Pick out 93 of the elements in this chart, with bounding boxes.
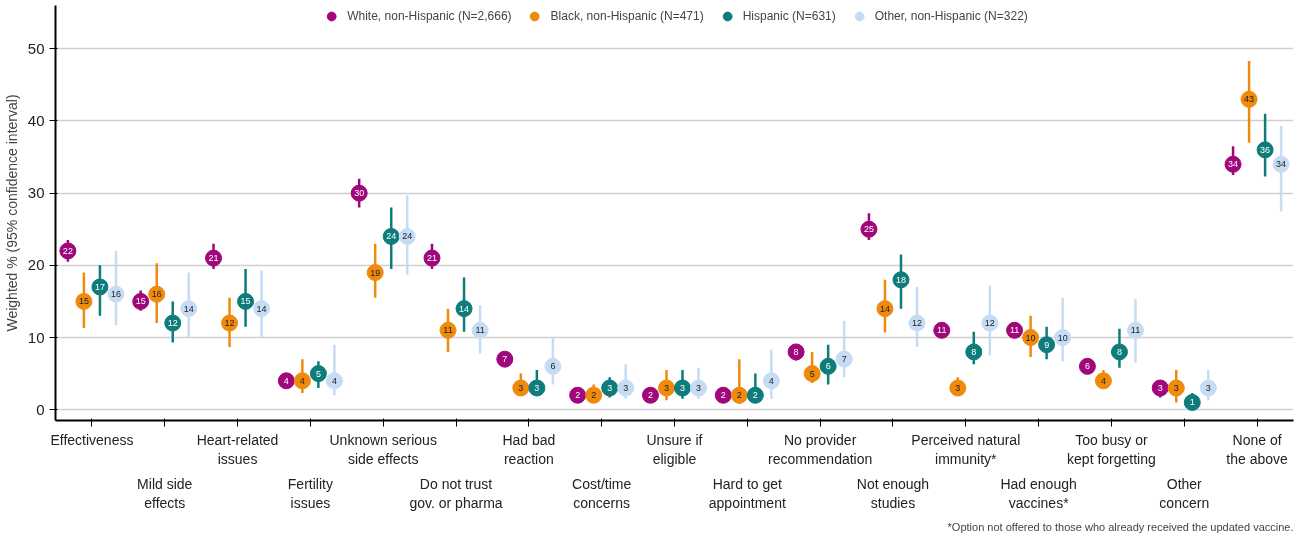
data-label: 14 <box>183 303 194 314</box>
x-tick-label: None of the above <box>1226 431 1289 467</box>
y-tick-label: 30 <box>27 184 45 202</box>
data-label: 19 <box>370 267 381 278</box>
x-tick-label: Perceived natural immunity* <box>911 431 1021 467</box>
x-tick-label: Fertility issues <box>287 475 333 511</box>
data-label: 11 <box>1009 325 1020 336</box>
data-label: 3 <box>1205 383 1211 394</box>
x-tick-label: Effectiveness <box>50 431 134 448</box>
data-label: 22 <box>62 245 73 256</box>
data-label: 15 <box>135 296 146 307</box>
data-label: 10 <box>1025 332 1036 343</box>
x-tick-label: Had bad reaction <box>502 431 556 467</box>
data-label: 34 <box>1276 159 1287 170</box>
x-tick-label: Too busy or kept forgetting <box>1067 431 1156 467</box>
data-label: 24 <box>386 231 397 242</box>
data-label: 4 <box>1100 375 1106 386</box>
legend-label: Hispanic (N=631) <box>742 9 836 23</box>
data-label: 3 <box>1173 383 1179 394</box>
y-tick-label: 0 <box>36 400 45 418</box>
data-label: 6 <box>550 361 556 372</box>
data-label: 3 <box>607 383 613 394</box>
data-label: 4 <box>283 375 289 386</box>
x-tick-label: Hard to get appointment <box>708 475 786 511</box>
legend-label: White, non-Hispanic (N=2,666) <box>347 9 512 23</box>
data-label: 12 <box>224 318 235 329</box>
data-label: 12 <box>912 318 923 329</box>
legend-label: Other, non-Hispanic (N=322) <box>874 9 1028 23</box>
data-label: 11 <box>1130 325 1141 336</box>
data-label: 15 <box>240 296 251 307</box>
x-tick-label: Unsure if eligible <box>646 431 703 467</box>
x-tick-label: Heart-related issues <box>196 431 279 467</box>
data-label: 14 <box>459 303 470 314</box>
y-tick-label: 10 <box>27 328 45 346</box>
x-tick-label: No provider recommendation <box>768 431 873 467</box>
data-label: 21 <box>426 253 438 264</box>
data-label: 3 <box>680 383 686 394</box>
data-label: 17 <box>94 281 105 292</box>
x-tick-label: Cost/time concerns <box>572 475 632 511</box>
y-tick-label: 20 <box>27 256 45 274</box>
data-label: 2 <box>647 390 653 401</box>
data-label: 8 <box>971 346 977 357</box>
data-label: 11 <box>937 325 947 336</box>
data-label: 21 <box>208 253 219 264</box>
data-label: 10 <box>1057 332 1068 343</box>
data-label: 2 <box>736 390 742 401</box>
data-label: 6 <box>825 361 831 372</box>
data-label: 6 <box>1084 361 1090 372</box>
data-label: 16 <box>151 289 162 300</box>
y-axis-title: Weighted % (95% confidence interval) <box>3 94 20 332</box>
data-label: 2 <box>575 390 581 401</box>
data-label: 3 <box>534 383 540 394</box>
x-tick-label: Mild side effects <box>137 475 193 511</box>
data-label: 12 <box>984 318 995 329</box>
data-label: 4 <box>331 375 337 386</box>
data-label: 30 <box>354 188 365 199</box>
data-label: 34 <box>1228 159 1239 170</box>
data-label: 8 <box>1116 346 1122 357</box>
data-label: 3 <box>623 383 629 394</box>
data-label: 4 <box>299 375 305 386</box>
data-label: 2 <box>720 390 726 401</box>
data-label: 3 <box>663 383 669 394</box>
data-label: 12 <box>167 318 178 329</box>
data-label: 11 <box>443 325 453 336</box>
data-label: 15 <box>78 296 89 307</box>
data-label: 16 <box>110 289 121 300</box>
legend-label: Black, non-Hispanic (N=471) <box>550 9 704 23</box>
data-label: 36 <box>1260 144 1271 155</box>
x-tick-label: Do not trust gov. or pharma <box>409 475 503 511</box>
data-label: 3 <box>518 383 524 394</box>
data-label: 14 <box>879 303 890 314</box>
x-tick-label: Had enough vaccines* <box>1000 475 1077 511</box>
data-label: 5 <box>315 368 321 379</box>
data-label: 11 <box>475 325 485 336</box>
data-label: 14 <box>256 303 267 314</box>
x-tick-label: Not enough studies <box>856 475 930 511</box>
y-tick-label: 40 <box>27 111 45 129</box>
data-label: 43 <box>1244 94 1255 105</box>
y-tick-label: 50 <box>27 39 45 57</box>
data-label: 2 <box>591 390 597 401</box>
data-label: 2 <box>752 390 758 401</box>
data-label: 24 <box>402 231 413 242</box>
data-label: 7 <box>502 354 508 365</box>
data-label: 7 <box>841 354 847 365</box>
data-label: 5 <box>809 368 815 379</box>
data-label: 3 <box>696 383 702 394</box>
data-label: 25 <box>863 224 874 235</box>
x-tick-label: Unknown serious side effects <box>329 431 437 467</box>
data-label: 9 <box>1044 339 1050 350</box>
text: *Option not offered to those who already received the updated vaccine. <box>947 520 1294 533</box>
x-tick-label: Other concern <box>1159 475 1210 511</box>
data-label: 4 <box>768 375 774 386</box>
data-label: 18 <box>895 274 906 285</box>
